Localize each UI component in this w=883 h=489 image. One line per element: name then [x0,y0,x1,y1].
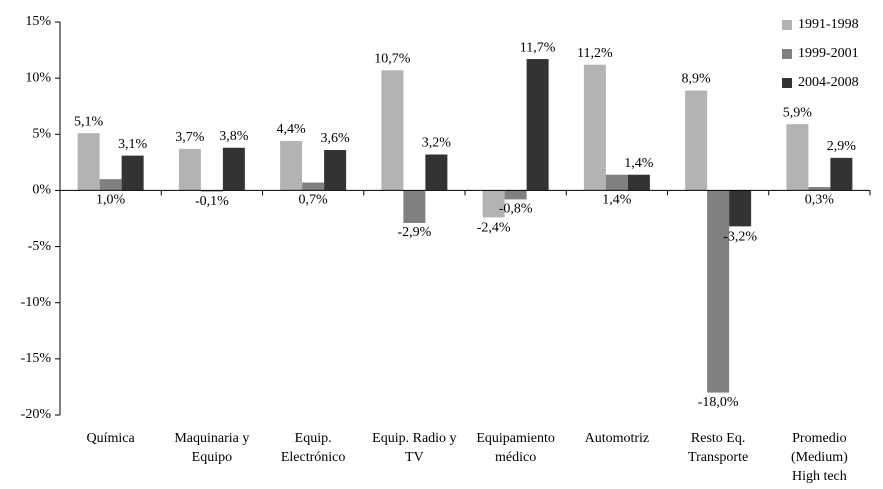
value-label: 2,9% [827,139,857,154]
bar [324,150,347,191]
value-label: -0,8% [499,202,533,217]
value-label: 5,9% [783,105,813,120]
bar [504,190,527,200]
x-tick-label: Equipamiento médico [476,431,555,465]
value-label: 10,7% [374,52,411,67]
bar [425,154,448,191]
y-tick-label: -10% [21,295,52,310]
bar [77,133,100,191]
bar [583,64,606,191]
bar [302,182,325,191]
value-label: 4,4% [277,122,307,137]
value-label: 0,3% [805,193,835,208]
legend-label: 1999-2001 [798,46,859,61]
value-label: 3,1% [118,137,148,152]
x-tick-label: Química [86,431,135,446]
x-tick-label: Equip. Electrónico [280,431,346,465]
bar [121,155,144,191]
value-label: 3,7% [175,130,205,145]
value-label: -2,9% [397,225,431,240]
legend-swatch [782,78,792,88]
bar [99,179,122,191]
y-tick-label: 15% [25,14,51,29]
legend-swatch [782,20,792,30]
y-tick-label: -5% [28,239,52,254]
value-label: -18,0% [698,395,739,410]
value-label: 8,9% [682,72,712,87]
legend-swatch [782,49,792,59]
x-tick-label: Equip. Radio y TV [372,431,457,465]
y-tick-label: -15% [21,351,52,366]
bar [729,190,752,227]
bar [482,190,505,218]
bar [605,174,628,191]
bar [707,190,730,393]
bar [222,147,245,191]
value-label: 3,6% [321,131,351,146]
bar [381,70,404,191]
value-label: -3,2% [723,230,757,245]
legend-label: 2004-2008 [798,75,859,90]
x-tick-label: Automotriz [584,431,650,446]
bar [830,157,853,191]
value-label: 0,7% [299,193,329,208]
y-tick-label: 10% [25,70,51,85]
value-label: -0,1% [195,194,229,209]
value-label: 11,7% [520,40,556,55]
legend-label: 1991-1998 [798,17,859,32]
value-label: 3,2% [422,136,452,151]
bar [280,141,303,191]
value-label: 5,1% [74,114,104,129]
bar [178,148,201,191]
y-tick-label: -20% [21,407,52,422]
x-tick-label: Promedio (Medium) High tech [790,431,848,484]
value-label: 11,2% [577,46,613,61]
bar [200,190,223,192]
bar [403,190,426,223]
bar [685,90,708,191]
bar [786,124,809,191]
bar [526,59,549,191]
bar [808,187,831,191]
x-tick-label: Maquinaria y Equipo [174,431,250,465]
value-label: 3,8% [219,129,249,144]
y-tick-label: 0% [32,183,51,198]
x-tick-label: Resto Eq. Transporte [688,431,749,465]
value-label: 1,4% [624,156,654,171]
bar [627,174,650,191]
value-label: 1,4% [602,193,632,208]
value-label: -2,4% [477,221,511,236]
y-tick-label: 5% [32,127,51,142]
value-label: 1,0% [96,193,126,208]
